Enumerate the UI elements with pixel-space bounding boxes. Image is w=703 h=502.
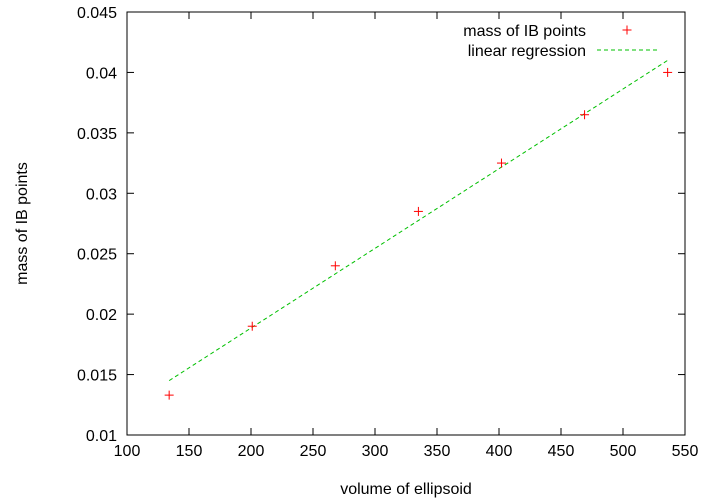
legend-sample-marker	[622, 25, 632, 35]
data-point	[247, 321, 257, 331]
data-point	[330, 261, 340, 271]
plot-frame	[126, 11, 686, 436]
data-point	[580, 110, 590, 120]
x-tick-label: 300	[362, 443, 389, 460]
y-tick-label: 0.01	[86, 428, 117, 445]
regression-line	[168, 59, 668, 382]
y-tick-label: 0.04	[86, 65, 117, 82]
x-tick-label: 150	[176, 443, 203, 460]
legend: mass of IB points linear regression	[463, 23, 657, 60]
y-tick-label: 0.045	[77, 5, 117, 22]
x-tick-label: 350	[424, 443, 451, 460]
data-point	[164, 390, 174, 400]
ticks-layer: 100 150 200 250 300 350 400 450 500 550 0.01 0.015 0…	[77, 5, 698, 460]
y-tick-label: 0.015	[77, 368, 117, 385]
x-tick-label: 400	[486, 443, 513, 460]
y-tick-label: 0.035	[77, 126, 117, 143]
x-tick-label: 500	[610, 443, 637, 460]
data-point	[496, 158, 506, 168]
y-tick-label: 0.03	[86, 186, 117, 203]
y-tick-label: 0.02	[86, 307, 117, 324]
y-axis-label: mass of IB points	[14, 162, 31, 285]
x-tick-label: 550	[672, 443, 699, 460]
data-point	[413, 206, 423, 216]
legend-label: linear regression	[468, 43, 586, 60]
series-layer	[164, 59, 673, 400]
x-tick-label: 450	[548, 443, 575, 460]
x-tick-label: 250	[300, 443, 327, 460]
x-tick-label: 200	[238, 443, 265, 460]
x-axis-label: volume of ellipsoid	[340, 481, 472, 498]
y-tick-label: 0.025	[77, 247, 117, 264]
legend-label: mass of IB points	[463, 23, 586, 40]
x-tick-label: 100	[114, 443, 141, 460]
data-point	[663, 67, 673, 77]
